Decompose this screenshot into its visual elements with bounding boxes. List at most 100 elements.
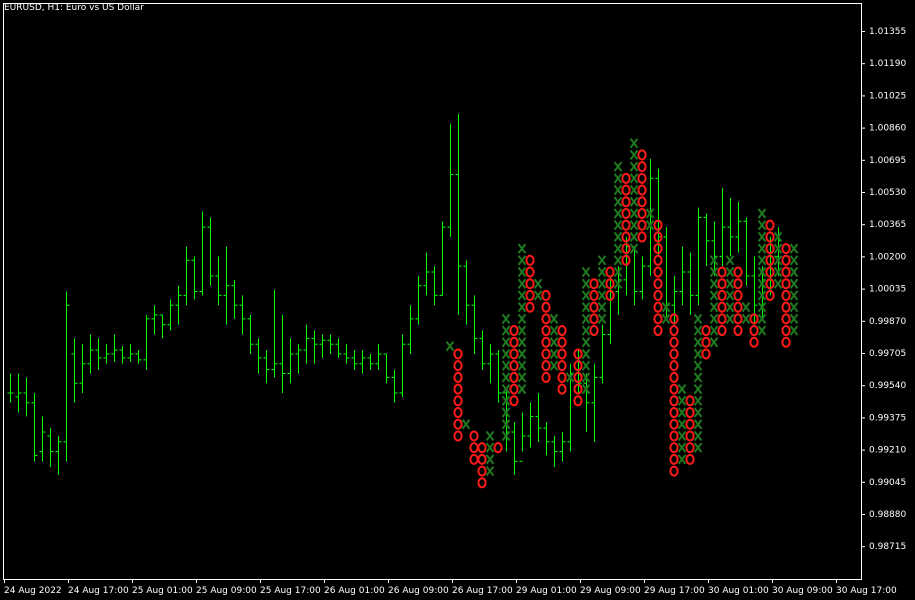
- pnf-o-mark: [781, 289, 791, 301]
- price-bar: [231, 279, 238, 319]
- pnf-o-column: [765, 219, 775, 301]
- pnf-x-column: [757, 208, 767, 336]
- time-tick-label: 24 Aug 2022: [4, 586, 62, 596]
- pnf-o-mark: [653, 325, 663, 337]
- pnf-o-column: [685, 395, 695, 465]
- pnf-o-column: [749, 313, 759, 348]
- pnf-o-mark: [669, 442, 679, 454]
- pnf-o-mark: [637, 149, 647, 161]
- pnf-o-column: [469, 430, 479, 465]
- price-bar: [287, 338, 294, 384]
- pnf-o-column: [653, 219, 663, 337]
- pnf-x-column: [485, 430, 495, 477]
- pnf-x-mark: [789, 313, 799, 324]
- pnf-o-mark: [637, 184, 647, 196]
- pnf-o-mark: [509, 336, 519, 348]
- pnf-o-mark: [653, 313, 663, 325]
- pnf-o-mark: [765, 289, 775, 301]
- pnf-o-mark: [621, 243, 631, 255]
- price-bar: [551, 435, 558, 468]
- pnf-o-mark: [557, 371, 567, 383]
- pnf-o-mark: [557, 336, 567, 348]
- pnf-x-mark: [629, 184, 639, 196]
- pnf-o-mark: [765, 243, 775, 255]
- pnf-x-mark: [645, 208, 655, 219]
- pnf-x-mark: [485, 465, 495, 477]
- price-bar: [127, 344, 134, 362]
- price-tick-label: 0.98880: [869, 510, 906, 520]
- time-axis[interactable]: 24 Aug 2022 24 Aug 17:00 25 Aug 01:00 25 Au…: [4, 579, 897, 596]
- pnf-x-mark: [789, 302, 799, 313]
- price-bar: [399, 334, 406, 397]
- price-bar: [279, 314, 286, 394]
- pnf-o-mark: [653, 231, 663, 243]
- pnf-o-mark: [669, 348, 679, 360]
- pnf-o-mark: [733, 313, 743, 325]
- pnf-o-mark: [637, 172, 647, 184]
- pnf-o-mark: [605, 289, 615, 301]
- pnf-x-mark: [693, 337, 703, 348]
- price-tick-label: 0.99375: [869, 413, 906, 423]
- pnf-x-column: [629, 138, 639, 254]
- pnf-o-column: [453, 348, 463, 442]
- pnf-x-mark: [581, 290, 591, 301]
- time-tick-label: 29 Aug 17:00: [644, 586, 705, 596]
- price-tick-label: 0.99045: [869, 478, 906, 488]
- pnf-o-mark: [685, 395, 695, 407]
- pnf-x-mark: [613, 173, 623, 184]
- pnf-x-mark: [789, 325, 799, 336]
- pnf-o-mark: [765, 278, 775, 290]
- pnf-o-mark: [669, 465, 679, 477]
- pnf-o-mark: [621, 219, 631, 231]
- pnf-x-mark: [613, 184, 623, 196]
- pnf-o-mark: [669, 453, 679, 465]
- pnf-x-column: [613, 161, 623, 289]
- pnf-o-mark: [541, 348, 551, 360]
- pnf-x-mark: [725, 266, 735, 278]
- time-tick-label: 29 Aug 09:00: [580, 586, 641, 596]
- pnf-x-mark: [549, 325, 559, 336]
- pnf-o-mark: [621, 254, 631, 266]
- time-tick-label: 25 Aug 17:00: [260, 586, 321, 596]
- pnf-x-mark: [501, 372, 511, 383]
- pnf-o-mark: [669, 407, 679, 419]
- pnf-x-mark: [629, 138, 639, 149]
- price-bar: [679, 246, 686, 306]
- pnf-o-mark: [477, 477, 487, 489]
- pnf-x-mark: [517, 337, 527, 348]
- pnf-o-mark: [541, 301, 551, 313]
- price-bar: [639, 256, 646, 300]
- price-tick-label: 1.00365: [869, 220, 906, 230]
- price-bar: [311, 330, 318, 364]
- pnf-o-mark: [653, 219, 663, 231]
- price-tick-label: 1.00035: [869, 285, 906, 295]
- pnf-o-mark: [653, 301, 663, 313]
- pnf-x-mark: [613, 278, 623, 289]
- pnf-x-mark: [757, 231, 767, 242]
- price-bar: [367, 353, 374, 370]
- pnf-o-mark: [509, 360, 519, 372]
- pnf-x-column: [517, 243, 527, 395]
- pnf-o-mark: [653, 289, 663, 301]
- price-tick-label: 0.99870: [869, 317, 906, 327]
- pnf-x-mark: [693, 372, 703, 383]
- pnf-o-mark: [453, 348, 463, 360]
- pnf-x-mark: [517, 266, 527, 278]
- price-bar: [447, 123, 454, 237]
- pnf-x-mark: [549, 348, 559, 360]
- price-bar: [263, 350, 270, 384]
- pnf-o-mark: [637, 161, 647, 173]
- pnf-o-mark: [477, 453, 487, 465]
- price-bar: [383, 353, 390, 384]
- pnf-o-mark: [781, 266, 791, 278]
- price-bar: [199, 211, 206, 296]
- price-bar: [671, 275, 678, 325]
- price-axis[interactable]: 1.01355 1.01190 1.01025 1.00860 1.00695 1.005…: [861, 27, 906, 552]
- pnf-x-mark: [709, 266, 719, 278]
- pnf-x-mark: [677, 454, 687, 465]
- pnf-x-mark: [677, 442, 687, 453]
- pnf-x-mark: [581, 348, 591, 360]
- pnf-o-mark: [733, 325, 743, 337]
